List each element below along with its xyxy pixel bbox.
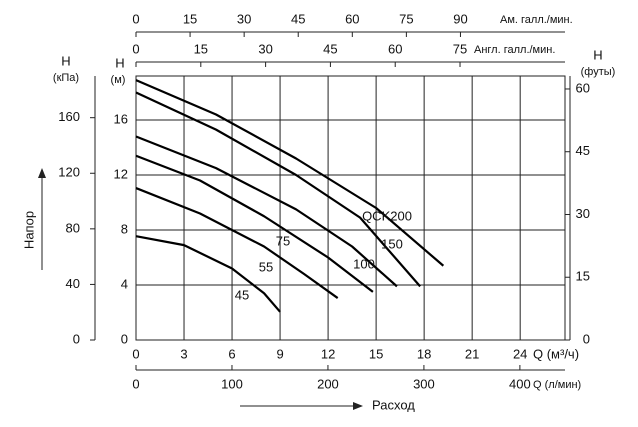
tick-label: 90: [453, 11, 467, 26]
axis-label: Ам. галл./мин.: [500, 14, 573, 26]
curve: [135, 91, 421, 288]
tick-label: 40: [66, 276, 80, 291]
curve: [135, 154, 374, 293]
curve: [135, 187, 339, 299]
x-axis-label: Q (м³/ч): [533, 346, 579, 361]
series-label: 75: [276, 233, 290, 248]
tick-label: 60: [345, 11, 359, 26]
tick-label: 15: [576, 269, 590, 284]
tick-label: 15: [183, 11, 197, 26]
tick-label: 30: [576, 206, 590, 221]
y-tick-label: 16: [114, 111, 128, 126]
series-label: 55: [259, 259, 273, 274]
y-arrow-head: [38, 168, 46, 178]
tick-label: 0: [132, 376, 139, 391]
series-label: 100: [353, 256, 375, 271]
x-title: Расход: [372, 397, 415, 412]
tick-label: 100: [221, 376, 243, 391]
x-tick-label: 15: [369, 346, 383, 361]
tick-label: 45: [576, 143, 590, 158]
tick-label: 0: [132, 41, 139, 56]
tick-label: 60: [576, 80, 590, 95]
y-title: Напор: [21, 211, 36, 249]
tick-label: 200: [317, 376, 339, 391]
axis-label: H: [593, 47, 602, 62]
y-tick-label: 4: [121, 276, 128, 291]
tick-label: 45: [291, 11, 305, 26]
series-label: 150: [381, 236, 403, 251]
y-tick-label: 0: [121, 331, 128, 346]
axis-label: Англ. галл./мин.: [474, 44, 555, 56]
tick-label: 0: [583, 331, 590, 346]
x-tick-label: 9: [276, 346, 283, 361]
tick-label: 160: [58, 109, 80, 124]
tick-label: 0: [73, 331, 80, 346]
y-axis-label: H: [115, 55, 124, 70]
tick-label: 75: [453, 41, 467, 56]
axis-label: (футы): [581, 66, 616, 78]
tick-label: 80: [66, 220, 80, 235]
series-label: QCK200: [362, 208, 412, 223]
tick-label: 30: [258, 41, 272, 56]
tick-label: 400: [509, 376, 531, 391]
tick-label: 300: [413, 376, 435, 391]
tick-label: 75: [399, 11, 413, 26]
y-axis-label: (м): [111, 74, 126, 86]
axis-label: Q (л/мин): [533, 379, 581, 391]
axis-label: (кПа): [53, 72, 79, 84]
x-tick-label: 21: [465, 346, 479, 361]
x-tick-label: 24: [513, 346, 527, 361]
tick-label: 0: [132, 11, 139, 26]
y-tick-label: 12: [114, 166, 128, 181]
tick-label: 30: [237, 11, 251, 26]
tick-label: 120: [58, 165, 80, 180]
plot-frame: [135, 75, 566, 341]
tick-label: 60: [388, 41, 402, 56]
tick-label: 45: [323, 41, 337, 56]
axis-label: H: [61, 53, 70, 68]
curve: [135, 135, 398, 288]
x-arrow-head: [353, 402, 363, 410]
curve: [135, 235, 281, 313]
x-tick-label: 12: [321, 346, 335, 361]
curve: [135, 79, 445, 267]
x-tick-label: 3: [180, 346, 187, 361]
series-label: 45: [235, 287, 249, 302]
x-tick-label: 0: [132, 346, 139, 361]
x-tick-label: 6: [228, 346, 235, 361]
y-tick-label: 8: [121, 221, 128, 236]
x-tick-label: 18: [417, 346, 431, 361]
tick-label: 15: [194, 41, 208, 56]
